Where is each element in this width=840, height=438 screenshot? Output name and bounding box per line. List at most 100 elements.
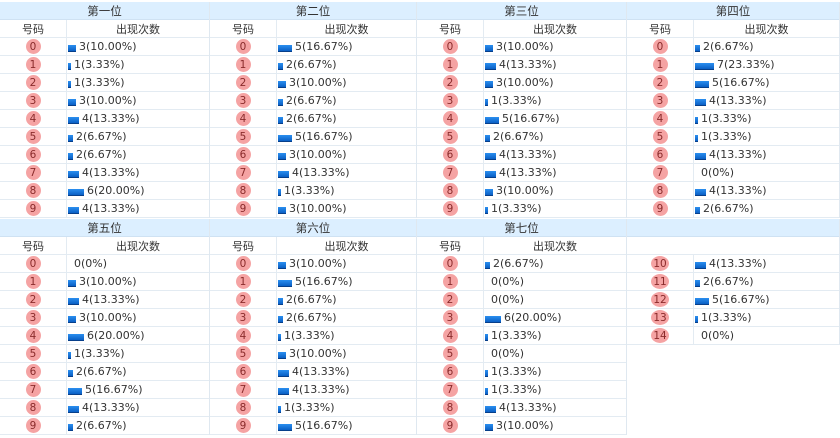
count-value: 6(20.00%) [504, 311, 562, 324]
frequency-bar [278, 189, 281, 196]
frequency-bar [278, 352, 286, 359]
block-title: 第二位 [210, 2, 416, 20]
frequency-bar [485, 370, 488, 377]
count-value: 3(10.00%) [289, 76, 347, 89]
table-row: 3 2(6.67%) [210, 309, 416, 327]
table-row: 7 4(13.33%) [210, 164, 416, 182]
position-block: 第三位 号码 出现次数 0 3(10.00%) 1 4(13.33%) 2 3(10… [417, 2, 627, 218]
count-value: 2(6.67%) [703, 202, 754, 215]
number-ball: 7 [442, 165, 458, 180]
table-row: 1 5(16.67%) [210, 273, 416, 291]
column-header-row: 号码 出现次数 [0, 20, 209, 38]
table-row: 5 2(6.67%) [417, 128, 626, 146]
table-row: 9 1(3.33%) [417, 200, 626, 218]
number-ball: 1 [442, 57, 458, 72]
position-block: 第五位 号码 出现次数 0 0(0%) 1 3(10.00%) 2 4(13.33%… [0, 219, 210, 435]
frequency-bar [695, 117, 698, 124]
number-ball: 1 [235, 274, 251, 289]
number-ball: 4 [442, 328, 458, 343]
count-value: 3(10.00%) [496, 419, 554, 432]
table-row: 4 6(20.00%) [0, 327, 209, 345]
number-header: 号码 [627, 20, 694, 37]
frequency-bar [68, 117, 79, 124]
table-row: 0 3(10.00%) [417, 38, 626, 56]
number-ball: 2 [25, 75, 41, 90]
number-ball: 6 [235, 147, 251, 162]
number-ball: 7 [235, 165, 251, 180]
count-value: 4(13.33%) [292, 166, 350, 179]
table-row: 9 2(6.67%) [627, 200, 839, 218]
number-ball: 8 [25, 183, 41, 198]
number-ball: 0 [442, 39, 458, 54]
table-row: 7 0(0%) [627, 164, 839, 182]
table-row: 8 4(13.33%) [627, 182, 839, 200]
column-header-row: 号码 出现次数 [0, 237, 209, 255]
frequency-bar [68, 63, 71, 70]
count-value: 2(6.67%) [286, 112, 337, 125]
count-value: 1(3.33%) [284, 401, 335, 414]
number-ball: 8 [235, 183, 251, 198]
table-row: 5 0(0%) [417, 345, 626, 363]
table-row: 8 4(13.33%) [417, 399, 626, 417]
number-ball: 0 [235, 39, 251, 54]
number-ball: 6 [652, 147, 668, 162]
frequency-bar [278, 117, 283, 124]
count-value: 3(10.00%) [496, 40, 554, 53]
count-value: 0(0%) [491, 275, 525, 288]
table-row: 9 4(13.33%) [0, 200, 209, 218]
frequency-bar [485, 316, 501, 323]
block-title: 第六位 [210, 219, 416, 237]
number-header: 号码 [210, 20, 277, 37]
count-value: 1(3.33%) [284, 329, 335, 342]
count-value: 2(6.67%) [493, 257, 544, 270]
table-row: 7 1(3.33%) [417, 381, 626, 399]
number-ball: 2 [25, 292, 41, 307]
count-value: 1(3.33%) [701, 130, 752, 143]
block-title [627, 219, 839, 237]
frequency-bar [485, 135, 490, 142]
position-block: 第二位 号码 出现次数 0 5(16.67%) 1 2(6.67%) 2 3(10.… [210, 2, 417, 218]
frequency-bar [68, 280, 76, 287]
number-ball: 3 [235, 93, 251, 108]
number-ball: 9 [25, 418, 41, 433]
frequency-bar [485, 81, 493, 88]
number-ball: 0 [652, 39, 668, 54]
table-row: 0 2(6.67%) [627, 38, 839, 56]
count-value: 0(0%) [491, 347, 525, 360]
frequency-bar [278, 406, 281, 413]
table-row: 1 2(6.67%) [210, 56, 416, 74]
table-row: 14 0(0%) [627, 327, 839, 345]
frequency-bar [278, 334, 281, 341]
number-ball: 9 [25, 201, 41, 216]
count-value: 3(10.00%) [496, 184, 554, 197]
table-row: 3 6(20.00%) [417, 309, 626, 327]
number-ball: 7 [442, 382, 458, 397]
table-row: 7 4(13.33%) [0, 164, 209, 182]
count-value: 2(6.67%) [76, 365, 127, 378]
number-ball: 3 [442, 310, 458, 325]
frequency-bar [278, 135, 292, 142]
count-value: 1(3.33%) [74, 58, 125, 71]
count-value: 4(13.33%) [709, 94, 767, 107]
frequency-bar [278, 388, 289, 395]
table-row: 2 3(10.00%) [417, 74, 626, 92]
number-ball: 8 [652, 183, 668, 198]
table-row: 7 4(13.33%) [210, 381, 416, 399]
table-row: 6 4(13.33%) [627, 146, 839, 164]
number-ball: 5 [25, 346, 41, 361]
frequency-bar [695, 45, 700, 52]
frequency-bar [278, 370, 289, 377]
frequency-bar [485, 406, 496, 413]
count-value: 3(10.00%) [79, 94, 137, 107]
table-row: 3 4(13.33%) [627, 92, 839, 110]
number-header: 号码 [0, 237, 67, 254]
frequency-bar [695, 207, 700, 214]
table-row: 4 4(13.33%) [0, 110, 209, 128]
table-row: 0 5(16.67%) [210, 38, 416, 56]
number-ball: 9 [235, 201, 251, 216]
count-value: 3(10.00%) [79, 275, 137, 288]
count-value: 6(20.00%) [87, 329, 145, 342]
count-value: 1(3.33%) [491, 202, 542, 215]
frequency-bar [278, 99, 283, 106]
table-row: 5 1(3.33%) [627, 128, 839, 146]
